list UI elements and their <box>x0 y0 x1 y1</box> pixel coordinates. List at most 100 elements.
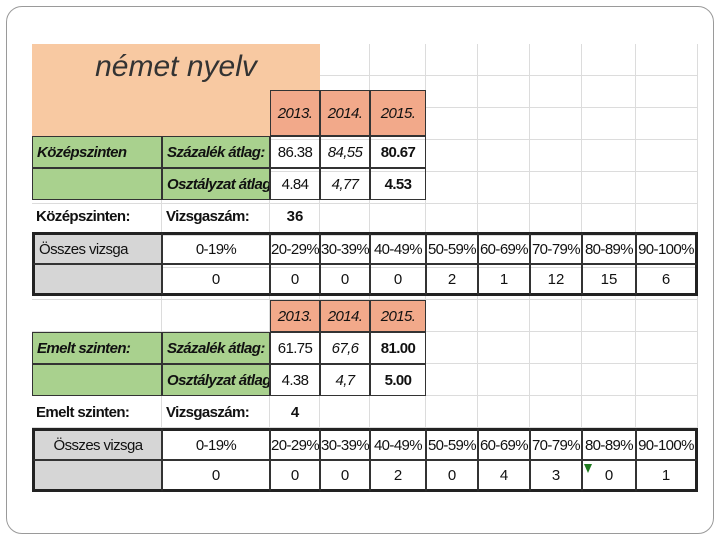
grid-cell <box>636 204 698 236</box>
emelt-total-label: Összes vizsga <box>32 428 162 460</box>
emelt-range-header: 20-29% <box>270 428 320 460</box>
kozep-range-header: 60-69% <box>478 232 530 264</box>
grid-cell <box>582 332 636 364</box>
grid-cell <box>478 204 530 236</box>
emelt-range-value: 0 <box>320 460 370 492</box>
grid-cell <box>582 140 636 172</box>
grid-cell <box>320 204 370 236</box>
emelt-range-value: 0 <box>582 460 636 492</box>
kozep-percent-2014: 84,55 <box>320 136 370 168</box>
grid-cell <box>582 396 636 428</box>
emelt-range-header: 30-39% <box>320 428 370 460</box>
kozep-range-header: 0-19% <box>162 232 270 264</box>
grid-cell <box>320 44 370 76</box>
kozep-grade-2013: 4.84 <box>270 168 320 200</box>
emelt-range-value: 4 <box>478 460 530 492</box>
grid-cell <box>270 396 320 428</box>
emelt-exam-label: Emelt szinten: <box>36 403 130 421</box>
kozep-range-header: 30-39% <box>320 232 370 264</box>
grid-cell <box>32 396 162 428</box>
page-title: német nyelv <box>32 44 320 90</box>
grid-cell <box>530 204 582 236</box>
grid-cell <box>426 44 478 76</box>
grid-cell <box>426 76 478 108</box>
kozep-grade-2015: 4.53 <box>370 168 426 200</box>
emelt-range-header: 90-100% <box>636 428 698 460</box>
emelt-level-label: Emelt szinten: <box>32 332 162 364</box>
grid-cell <box>478 44 530 76</box>
kozep-range-header: 80-89% <box>582 232 636 264</box>
grid-cell <box>426 140 478 172</box>
emelt-grade-2015: 5.00 <box>370 364 426 396</box>
grid-cell <box>582 108 636 140</box>
grid-cell <box>530 332 582 364</box>
grid-cell <box>636 44 698 76</box>
emelt-grade-2013: 4.38 <box>270 364 320 396</box>
grid-cell <box>636 140 698 172</box>
title-fill <box>32 90 270 136</box>
kozep-range-value: 0 <box>320 264 370 296</box>
emelt-range-value: 3 <box>530 460 582 492</box>
grid-cell <box>530 300 582 332</box>
grid-cell <box>270 204 320 236</box>
grid-cell <box>370 204 426 236</box>
emelt-range-value: 1 <box>636 460 698 492</box>
emelt-year-2013-header: 2013. <box>270 300 320 332</box>
grid-cell <box>478 364 530 396</box>
grid-cell <box>426 364 478 396</box>
emelt-count-label: Vizsgaszám: <box>166 403 250 421</box>
kozep-range-value: 2 <box>426 264 478 296</box>
year-2015-header: 2015. <box>370 90 426 136</box>
kozep-range-value: 0 <box>162 264 270 296</box>
grid-cell <box>582 172 636 204</box>
emelt-range-value: 0 <box>162 460 270 492</box>
grid-cell <box>582 300 636 332</box>
grid-cell <box>582 76 636 108</box>
kozep-range-value: 15 <box>582 264 636 296</box>
grid-cell <box>426 332 478 364</box>
emelt-grade-2014: 4,7 <box>320 364 370 396</box>
year-2014-header: 2014. <box>320 90 370 136</box>
grid-cell <box>582 44 636 76</box>
grid-cell <box>478 300 530 332</box>
kozep-range-header: 40-49% <box>370 232 426 264</box>
grid-cell <box>478 172 530 204</box>
grid-cell <box>530 140 582 172</box>
emelt-percent-2014: 67,6 <box>320 332 370 364</box>
emelt-count-value: 4 <box>290 403 300 421</box>
cell-error-marker-icon <box>584 464 592 473</box>
grid-cell <box>530 396 582 428</box>
grid-cell <box>478 140 530 172</box>
grid-cell <box>370 396 426 428</box>
grid-cell <box>426 204 478 236</box>
grid-cell <box>32 300 162 332</box>
kozep-range-value: 1 <box>478 264 530 296</box>
kozep-percent-label: Százalék átlag: <box>162 136 270 168</box>
emelt-year-2015-header: 2015. <box>370 300 426 332</box>
emelt-percent-label: Százalék átlag: <box>162 332 270 364</box>
grid-cell <box>162 396 270 428</box>
emelt-range-value: 2 <box>370 460 426 492</box>
grid-cell <box>426 172 478 204</box>
kozep-range-header: 90-100% <box>636 232 698 264</box>
kozep-count-label: Vizsgaszám: <box>166 207 250 225</box>
grid-cell <box>320 396 370 428</box>
grid-cell <box>162 300 270 332</box>
grid-cell <box>162 204 270 236</box>
grid-cell <box>478 332 530 364</box>
grid-cell <box>636 172 698 204</box>
emelt-total-blank <box>32 460 162 492</box>
emelt-blank-green <box>32 364 162 396</box>
grid-cell <box>636 364 698 396</box>
emelt-year-2014-header: 2014. <box>320 300 370 332</box>
grid-cell <box>530 76 582 108</box>
grid-cell <box>530 172 582 204</box>
grid-cell <box>582 364 636 396</box>
grid-cell <box>530 364 582 396</box>
emelt-range-header: 50-59% <box>426 428 478 460</box>
emelt-range-header: 70-79% <box>530 428 582 460</box>
kozep-range-value: 12 <box>530 264 582 296</box>
grid-cell <box>636 76 698 108</box>
grid-cell <box>636 108 698 140</box>
grid-cell <box>478 76 530 108</box>
